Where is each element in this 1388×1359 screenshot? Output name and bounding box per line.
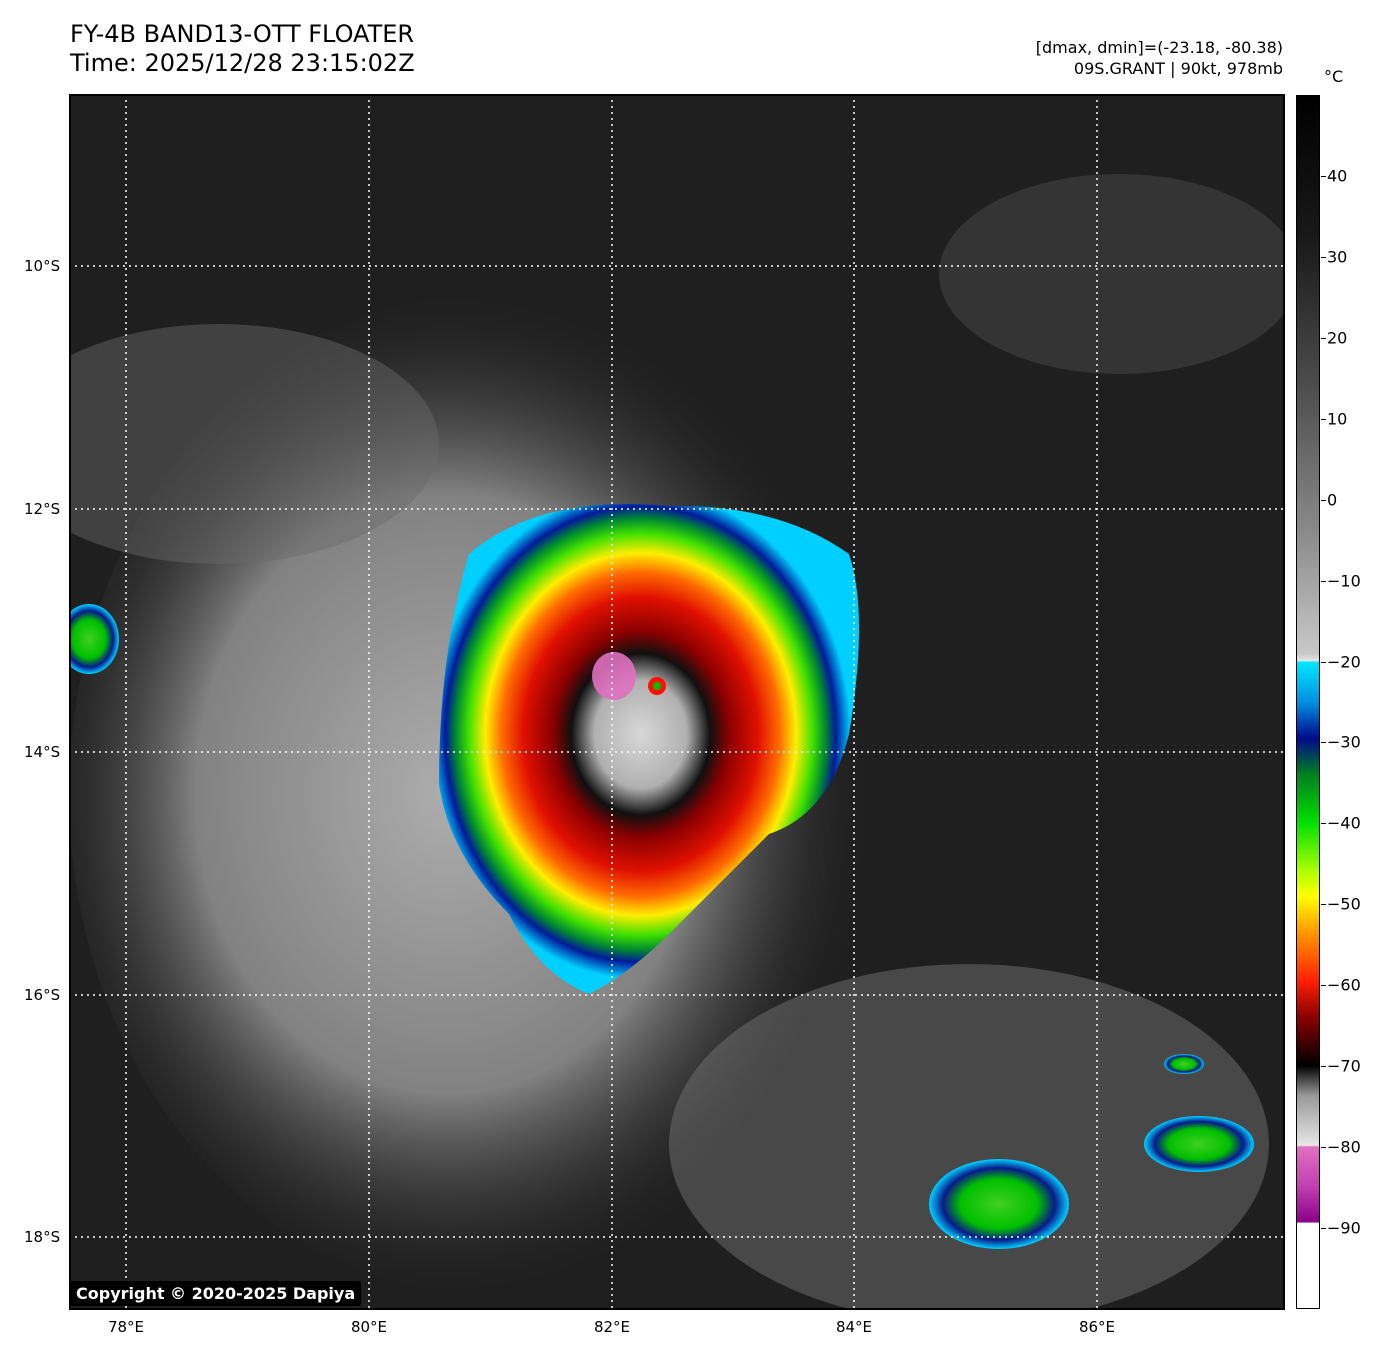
lat-label-14s: 14°S (24, 743, 61, 761)
colorbar-tick-label: −30 (1327, 732, 1361, 752)
colorbar-tick-label: 20 (1327, 328, 1348, 348)
colorbar-tick-label: 40 (1327, 166, 1348, 186)
colorbar-tick (1321, 1066, 1326, 1068)
title-product: FY-4B BAND13-OTT FLOATER (70, 20, 415, 48)
lat-label-18s: 18°S (24, 1228, 61, 1246)
colorbar-tick-label: −10 (1327, 571, 1361, 591)
colorbar-tick (1321, 1147, 1326, 1149)
colorbar-tick (1321, 742, 1326, 744)
colorbar-tick (1321, 418, 1326, 420)
colorbar-tick-label: 10 (1327, 409, 1348, 429)
storm-intensity: 09S.GRANT | 90kt, 978mb (1073, 59, 1283, 78)
colorbar-tick (1321, 337, 1326, 339)
lat-label-16s: 16°S (24, 986, 61, 1004)
colorbar-tick-label: −50 (1327, 894, 1361, 914)
colorbar (1296, 95, 1320, 1309)
colorbar-unit: °C (1324, 67, 1344, 86)
storm-info: [dmax, dmin]=(-23.18, -80.38) 09S.GRANT … (1036, 37, 1283, 79)
grid-lines (69, 94, 1285, 1310)
copyright-label: Copyright © 2020-2025 Dapiya (70, 1281, 362, 1306)
colorbar-tick-label: −70 (1327, 1056, 1361, 1076)
lat-label-12s: 12°S (24, 500, 61, 518)
colorbar-tick (1321, 256, 1326, 258)
lon-label-86e: 86°E (1078, 1318, 1116, 1336)
chart-title: FY-4B BAND13-OTT FLOATER Time: 2025/12/2… (70, 20, 415, 78)
lat-label-10s: 10°S (24, 257, 61, 275)
colorbar-tick (1321, 823, 1326, 825)
colorbar-tick (1321, 661, 1326, 663)
satellite-image (69, 94, 1285, 1310)
lon-label-84e: 84°E (835, 1318, 873, 1336)
lon-label-82e: 82°E (593, 1318, 631, 1336)
colorbar-tick (1321, 175, 1326, 177)
colorbar-tick (1321, 1228, 1326, 1230)
colorbar-tick-label: −80 (1327, 1137, 1361, 1157)
colorbar-tick-label: −40 (1327, 813, 1361, 833)
temperature-range: [dmax, dmin]=(-23.18, -80.38) (1035, 38, 1283, 57)
colorbar-tick (1321, 985, 1326, 987)
colorbar-tick-label: 0 (1327, 490, 1338, 510)
colorbar-tick (1321, 580, 1326, 582)
lon-label-78e: 78°E (107, 1318, 145, 1336)
colorbar-tick-label: −60 (1327, 975, 1361, 995)
title-time: Time: 2025/12/28 23:15:02Z (70, 49, 415, 77)
colorbar-tick (1321, 904, 1326, 906)
colorbar-tick-label: 30 (1327, 247, 1348, 267)
colorbar-tick-label: −90 (1327, 1218, 1361, 1238)
colorbar-tick (1321, 499, 1326, 501)
lon-label-80e: 80°E (350, 1318, 388, 1336)
colorbar-tick-label: −20 (1327, 652, 1361, 672)
